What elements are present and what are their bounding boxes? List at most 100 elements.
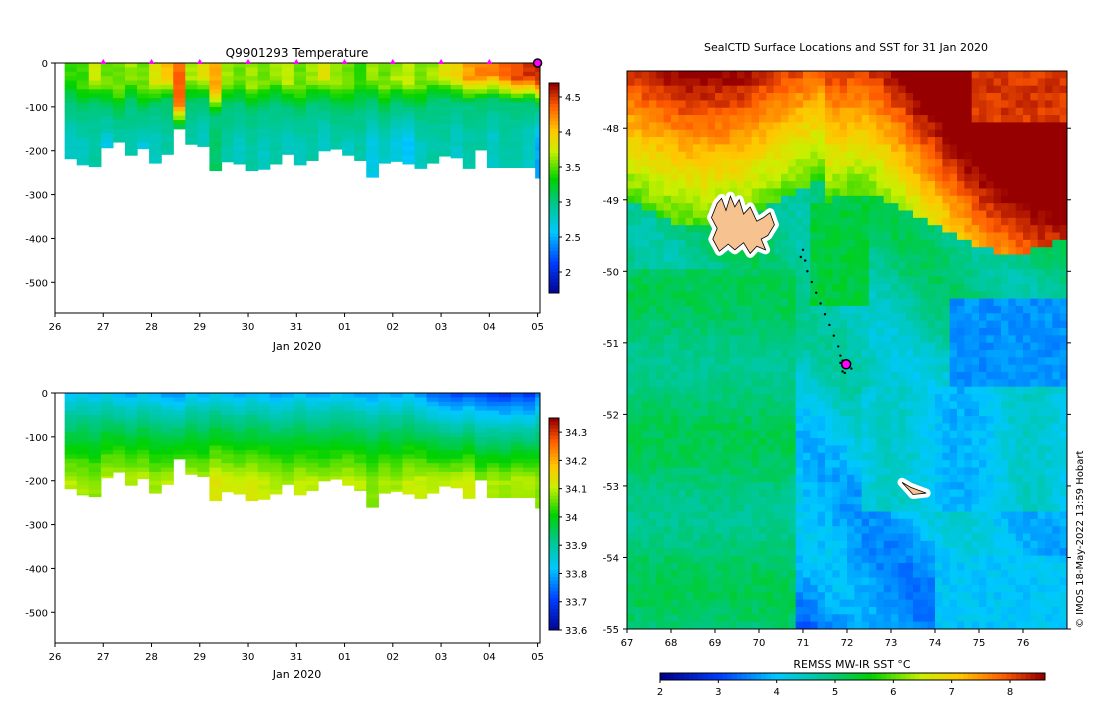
profile-cell: [101, 111, 114, 116]
sst-cell: [1001, 225, 1009, 233]
sst-cell: [722, 328, 730, 336]
sst-cell: [928, 291, 936, 299]
profile-cell: [354, 76, 367, 81]
sst-cell: [935, 269, 943, 277]
sst-cell: [1052, 159, 1060, 167]
profile-cell: [221, 111, 234, 116]
sst-cell: [884, 130, 892, 138]
profile-cell: [439, 446, 452, 451]
sst-cell: [803, 78, 811, 86]
sst-cell: [810, 387, 818, 395]
sst-cell: [642, 152, 650, 160]
sst-cell: [898, 115, 906, 123]
sst-cell: [1045, 291, 1053, 299]
sst-cell: [715, 174, 723, 182]
sst-cell: [935, 130, 943, 138]
profile-cell: [402, 129, 415, 134]
profile-cell: [390, 489, 403, 491]
sst-cell: [1038, 350, 1046, 358]
profile-cell: [258, 151, 271, 156]
sst-cell: [950, 78, 958, 86]
sst-cell: [781, 306, 789, 314]
sst-cell: [986, 343, 994, 351]
profile-cell: [161, 102, 174, 107]
profile-cell: [354, 459, 367, 464]
sst-cell: [752, 416, 760, 424]
sst-cell: [737, 306, 745, 314]
sst-cell: [972, 379, 980, 387]
profile-cell: [294, 472, 307, 477]
sst-cell: [634, 122, 642, 130]
sst-cell: [1052, 225, 1060, 233]
profile-cell: [354, 129, 367, 134]
sst-cell: [935, 122, 943, 130]
profile-cell: [125, 424, 138, 429]
sst-cell: [803, 291, 811, 299]
profile-cell: [330, 397, 343, 402]
profile-cell: [330, 450, 343, 455]
sst-cell: [869, 152, 877, 160]
y-tick-label: -300: [25, 191, 48, 202]
profile-cell: [402, 437, 415, 442]
sst-cell: [950, 86, 958, 94]
profile-cell: [258, 94, 271, 99]
sst-cell: [920, 181, 928, 189]
sst-cell: [869, 387, 877, 395]
sst-cell: [935, 181, 943, 189]
profile-cell: [89, 151, 102, 156]
sst-cell: [627, 277, 635, 285]
sst-cell: [913, 423, 921, 431]
sst-cell: [884, 108, 892, 116]
sst-cell: [935, 409, 943, 417]
sst-cell: [752, 299, 760, 307]
sst-cell: [906, 379, 914, 387]
sst-cell: [986, 247, 994, 255]
profile-cell: [499, 441, 512, 446]
profile-cell: [137, 454, 150, 459]
profile-cell: [487, 463, 500, 468]
sst-cell: [730, 291, 738, 299]
sst-cell: [678, 277, 686, 285]
sst-cell: [891, 108, 899, 116]
profile-cell: [475, 89, 488, 94]
profile-cell: [318, 472, 331, 477]
sst-cell: [898, 277, 906, 285]
profile-cell: [65, 76, 78, 81]
profile-cell: [487, 76, 500, 81]
sst-cell: [906, 86, 914, 94]
profile-cell: [342, 441, 355, 446]
sst-cell: [884, 306, 892, 314]
sst-cell: [634, 284, 642, 292]
sst-cell: [678, 78, 686, 86]
sst-cell: [722, 284, 730, 292]
sst-cell: [986, 291, 994, 299]
sst-cell: [928, 335, 936, 343]
sst-cell: [986, 423, 994, 431]
sst-cell: [964, 401, 972, 409]
sst-cell: [854, 181, 862, 189]
profile-cell: [234, 476, 247, 481]
sst-cell: [1023, 328, 1031, 336]
sst-cell: [986, 365, 994, 373]
profile-cell: [463, 463, 476, 468]
sst-cell: [678, 108, 686, 116]
sst-cell: [979, 401, 987, 409]
profile-marker: [197, 59, 203, 64]
sst-cell: [664, 144, 672, 152]
profile-cell: [125, 419, 138, 424]
profile-cell: [354, 81, 367, 86]
profile-cell: [366, 81, 379, 86]
sst-cell: [1038, 262, 1046, 270]
profile-cell: [378, 437, 391, 442]
profile-cell: [499, 494, 512, 498]
sst-cell: [825, 416, 833, 424]
profile-cell: [523, 138, 536, 143]
sst-cell: [708, 277, 716, 285]
profile-cell: [402, 120, 415, 125]
profile-cell: [270, 129, 283, 134]
colorbar-swatch: [549, 83, 559, 87]
profile-cell: [77, 72, 90, 77]
sst-cell: [766, 188, 774, 196]
sst-cell: [642, 100, 650, 108]
colorbar-swatch: [549, 202, 559, 206]
